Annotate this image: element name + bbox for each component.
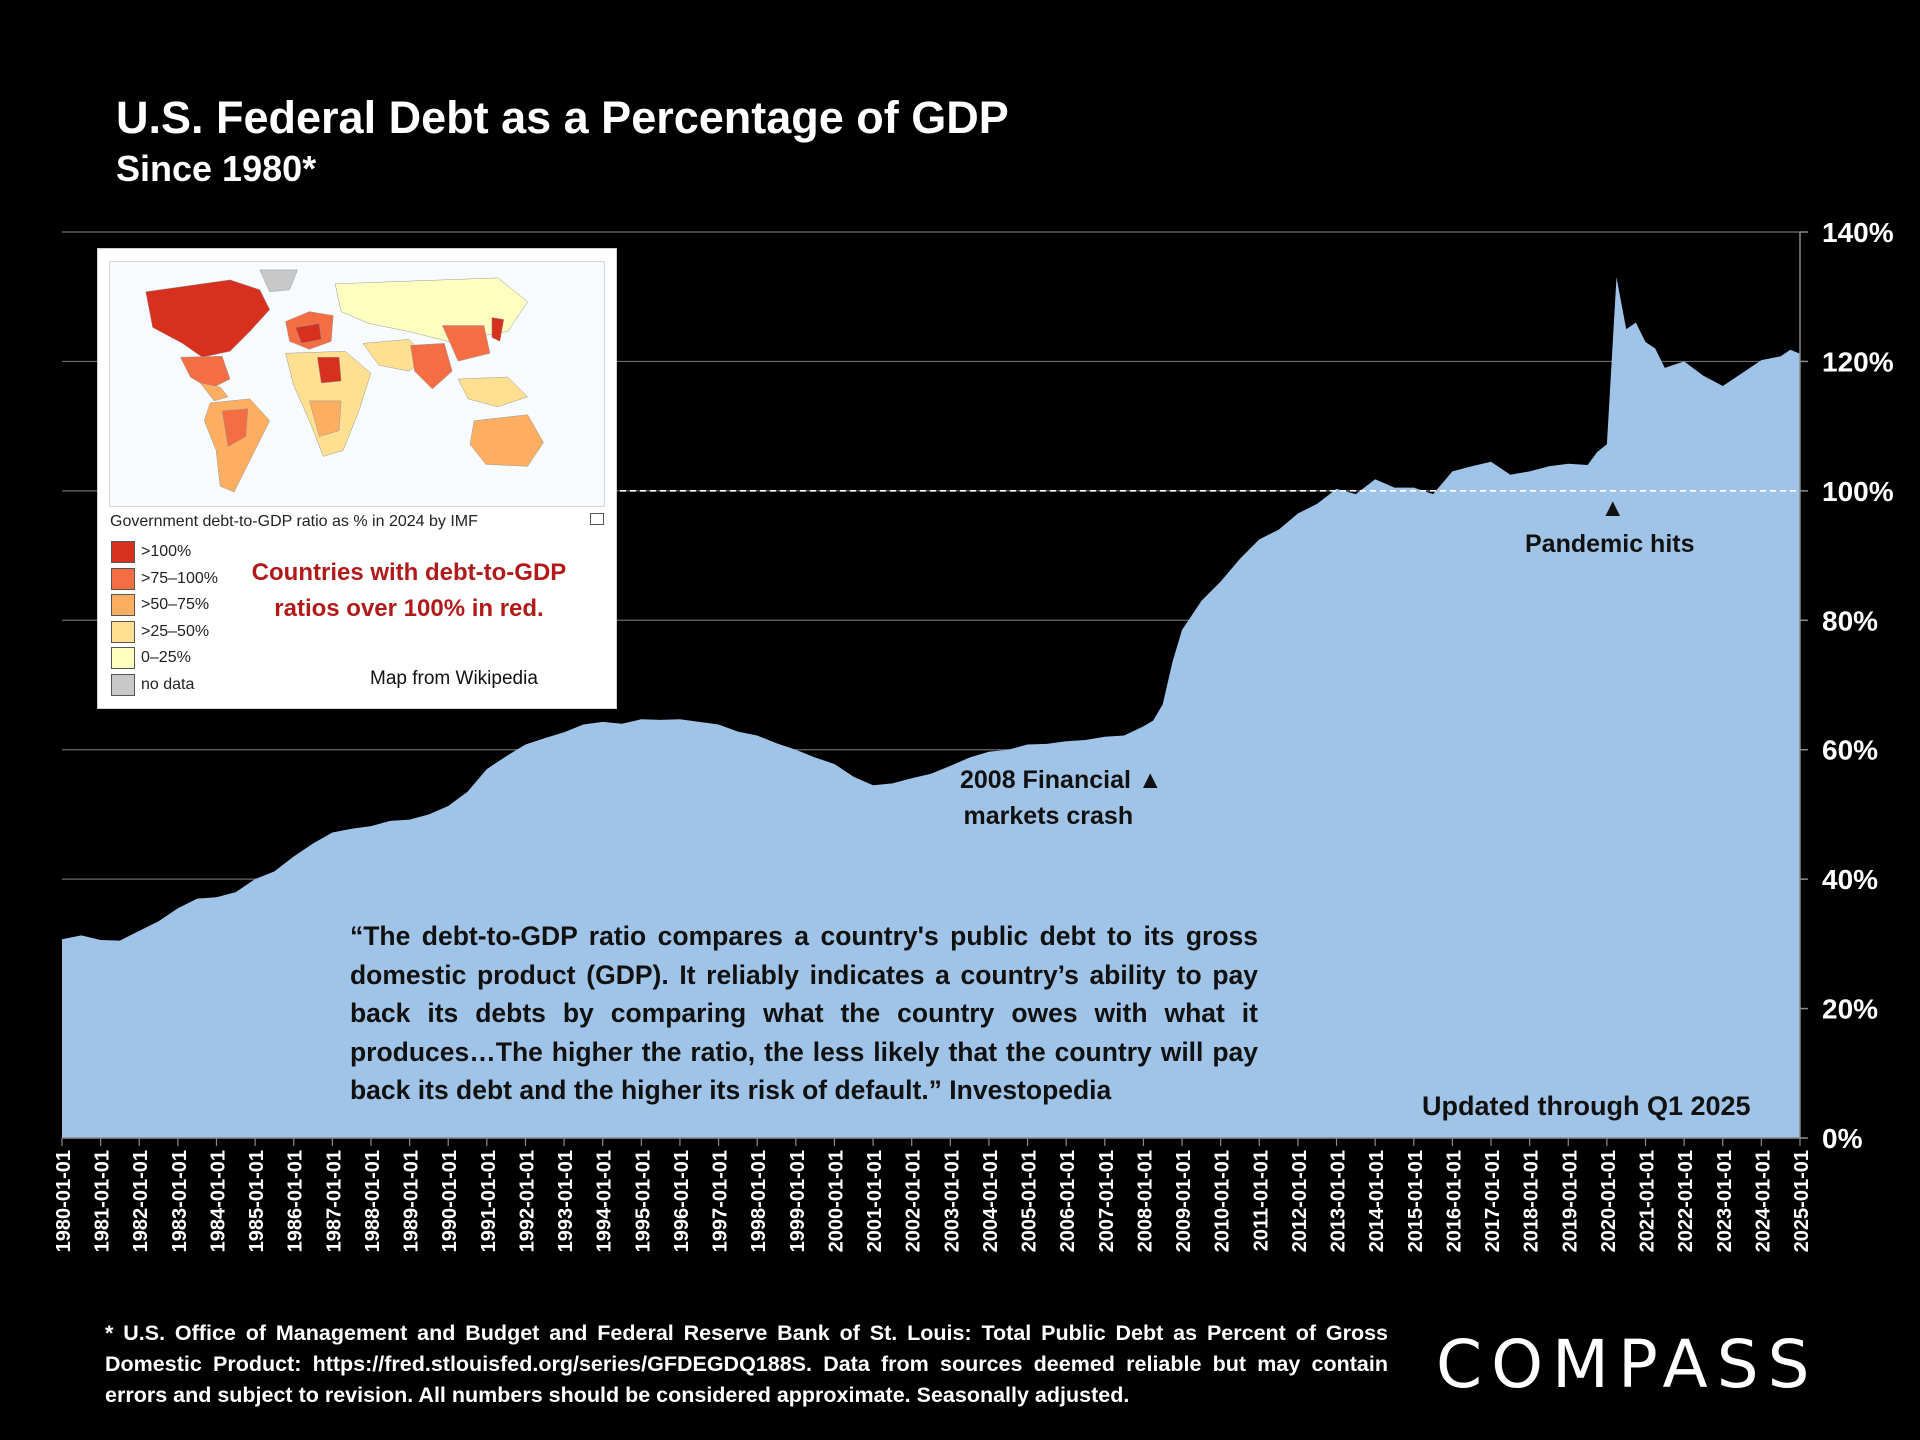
legend-label: >50–75% [141, 596, 210, 614]
x-tick-label: 2017-01-01 [1482, 1150, 1504, 1252]
x-tick-label: 2010-01-01 [1212, 1150, 1234, 1252]
x-tick-label: 2000-01-01 [825, 1150, 847, 1252]
up-triangle-icon: ▲ [1600, 494, 1626, 522]
x-tick-label: 2005-01-01 [1019, 1150, 1041, 1252]
up-triangle-icon: ▲ [1137, 766, 1163, 794]
x-tick-label: 2022-01-01 [1675, 1150, 1697, 1252]
annotation-2008-line1: 2008 Financial ▲ [960, 766, 1163, 794]
compass-logo: COMPASS [1436, 1326, 1819, 1403]
x-tick-label: 2016-01-01 [1443, 1150, 1465, 1252]
legend-swatch [111, 567, 135, 590]
legend-swatch [111, 673, 135, 696]
x-tick-label: 1993-01-01 [555, 1150, 577, 1252]
y-tick-label: 80% [1822, 605, 1878, 636]
x-tick-label: 1987-01-01 [323, 1150, 345, 1252]
expand-icon[interactable] [590, 513, 604, 525]
y-tick-label: 100% [1822, 476, 1894, 507]
legend-swatch [111, 541, 135, 564]
legend-swatch [111, 594, 135, 617]
x-tick-label: 2009-01-01 [1173, 1150, 1195, 1252]
x-tick-label: 1981-01-01 [92, 1150, 114, 1252]
updated-note: Updated through Q1 2025 [1422, 1091, 1751, 1121]
world-debt-map [109, 261, 605, 507]
world-map-image [111, 262, 603, 506]
page-title: U.S. Federal Debt as a Percentage of GDP [116, 92, 1009, 143]
annotation-2008-line2: markets crash [963, 802, 1134, 830]
legend-item: 0–25% [111, 645, 218, 672]
x-tick-label: 2014-01-01 [1366, 1150, 1388, 1252]
x-tick-label: 1999-01-01 [787, 1150, 809, 1252]
x-tick-label: 1982-01-01 [130, 1150, 152, 1252]
annotation-pandemic: ▲ Pandemic hits [1525, 490, 1695, 562]
legend-label: >75–100% [141, 569, 218, 587]
x-tick-label: 2002-01-01 [903, 1150, 925, 1252]
map-credit: Map from Wikipedia [370, 668, 538, 689]
legend-label: 0–25% [141, 649, 191, 667]
source-footnote: * U.S. Office of Management and Budget a… [105, 1321, 1388, 1407]
annotation-pandemic-label: Pandemic hits [1525, 530, 1695, 558]
y-tick-label: 140% [1822, 217, 1894, 248]
x-tick-label: 1988-01-01 [362, 1150, 384, 1252]
x-tick-label: 2007-01-01 [1096, 1150, 1118, 1252]
x-tick-label: 2011-01-01 [1250, 1150, 1272, 1251]
map-legend: >100% >75–100% >50–75% >25–50% 0–25% no … [111, 539, 218, 698]
x-tick-label: 2024-01-01 [1752, 1150, 1774, 1252]
x-tick-label: 1990-01-01 [439, 1150, 461, 1252]
world-map-inset: Government debt-to-GDP ratio as % in 202… [97, 248, 617, 709]
x-tick-label: 1997-01-01 [710, 1150, 732, 1252]
y-tick-label: 20% [1822, 994, 1878, 1025]
legend-item: no data [111, 672, 218, 699]
x-tick-label: 1992-01-01 [517, 1150, 539, 1252]
x-tick-label: 2012-01-01 [1289, 1150, 1311, 1252]
x-tick-label: 2019-01-01 [1559, 1150, 1581, 1252]
x-tick-label: 2006-01-01 [1057, 1150, 1079, 1252]
x-tick-label: 1984-01-01 [208, 1150, 230, 1252]
x-tick-label: 1996-01-01 [671, 1150, 693, 1252]
x-tick-label: 2018-01-01 [1521, 1150, 1543, 1252]
x-tick-label: 1991-01-01 [478, 1150, 500, 1252]
x-tick-label: 2023-01-01 [1714, 1150, 1736, 1252]
legend-swatch [111, 647, 135, 670]
x-tick-label: 2013-01-01 [1328, 1150, 1350, 1252]
red-countries-note: Countries with debt-to-GDP ratios over 1… [251, 559, 567, 622]
annotation-2008-crash: 2008 Financial ▲ markets crash [960, 762, 1163, 834]
x-tick-label: 1989-01-01 [401, 1150, 423, 1252]
legend-item: >50–75% [111, 592, 218, 619]
x-tick-label: 2020-01-01 [1598, 1150, 1620, 1252]
x-tick-label: 2021-01-01 [1637, 1150, 1659, 1252]
x-tick-label: 1983-01-01 [169, 1150, 191, 1252]
x-tick-label: 1980-01-01 [53, 1150, 75, 1252]
legend-item: >25–50% [111, 619, 218, 646]
x-tick-label: 2025-01-01 [1791, 1150, 1813, 1252]
investopedia-quote: “The debt-to-GDP ratio compares a countr… [350, 921, 1258, 1105]
legend-label: no data [141, 675, 195, 693]
x-tick-label: 2008-01-01 [1134, 1150, 1156, 1252]
x-tick-label: 1985-01-01 [246, 1150, 268, 1252]
legend-item: >75–100% [111, 566, 218, 593]
x-tick-label: 2001-01-01 [864, 1150, 886, 1252]
y-tick-label: 120% [1822, 346, 1894, 377]
x-tick-label: 1986-01-01 [285, 1150, 307, 1252]
legend-item: >100% [111, 539, 218, 566]
x-tick-label: 2003-01-01 [941, 1150, 963, 1252]
debt-area-series [62, 277, 1800, 1138]
y-tick-label: 0% [1822, 1123, 1863, 1154]
page-subtitle: Since 1980* [116, 148, 317, 189]
legend-label: >100% [141, 543, 192, 561]
x-tick-label: 1994-01-01 [594, 1150, 616, 1252]
y-tick-label: 60% [1822, 735, 1878, 766]
map-caption: Government debt-to-GDP ratio as % in 202… [110, 513, 478, 530]
y-tick-label: 40% [1822, 864, 1878, 895]
x-tick-label: 2004-01-01 [980, 1150, 1002, 1252]
x-tick-label: 2015-01-01 [1405, 1150, 1427, 1252]
legend-label: >25–50% [141, 622, 210, 640]
legend-swatch [111, 620, 135, 643]
x-tick-label: 1995-01-01 [632, 1150, 654, 1252]
x-tick-label: 1998-01-01 [748, 1150, 770, 1252]
